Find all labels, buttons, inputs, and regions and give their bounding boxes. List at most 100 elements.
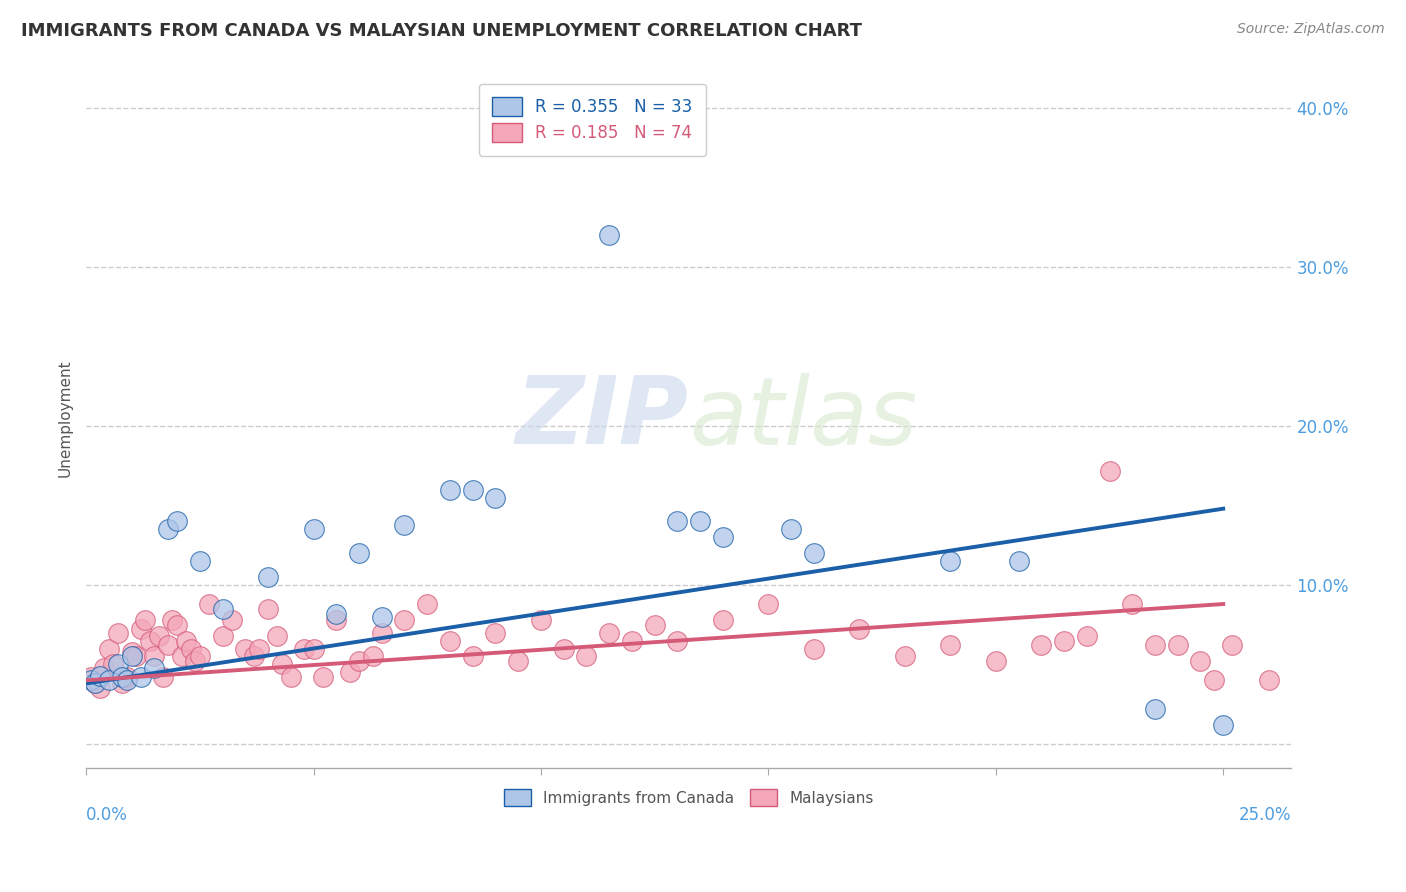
Text: 25.0%: 25.0% — [1239, 806, 1292, 824]
Point — [325, 613, 347, 627]
Point — [156, 522, 179, 536]
Point — [711, 530, 734, 544]
Point — [270, 657, 292, 672]
Point — [848, 623, 870, 637]
Point — [780, 522, 803, 536]
Point — [461, 649, 484, 664]
Point — [620, 633, 643, 648]
Point — [188, 554, 211, 568]
Point — [89, 668, 111, 682]
Point — [439, 483, 461, 497]
Point — [156, 638, 179, 652]
Point — [121, 645, 143, 659]
Point — [484, 625, 506, 640]
Point — [166, 617, 188, 632]
Point — [89, 681, 111, 696]
Point — [294, 641, 316, 656]
Point — [1257, 673, 1279, 688]
Point — [188, 649, 211, 664]
Point — [553, 641, 575, 656]
Point — [803, 641, 825, 656]
Point — [598, 625, 620, 640]
Point — [257, 570, 280, 584]
Text: atlas: atlas — [689, 373, 917, 464]
Point — [84, 676, 107, 690]
Point — [221, 613, 243, 627]
Point — [1053, 633, 1076, 648]
Point — [174, 633, 197, 648]
Point — [666, 515, 689, 529]
Point — [134, 613, 156, 627]
Point — [257, 602, 280, 616]
Point — [93, 660, 115, 674]
Point — [121, 649, 143, 664]
Text: Source: ZipAtlas.com: Source: ZipAtlas.com — [1237, 22, 1385, 37]
Point — [170, 649, 193, 664]
Point — [939, 638, 962, 652]
Point — [148, 629, 170, 643]
Point — [97, 673, 120, 688]
Point — [79, 670, 101, 684]
Point — [711, 613, 734, 627]
Point — [575, 649, 598, 664]
Point — [1212, 718, 1234, 732]
Point — [939, 554, 962, 568]
Point — [347, 546, 370, 560]
Point — [461, 483, 484, 497]
Point — [302, 641, 325, 656]
Point — [184, 654, 207, 668]
Point — [111, 670, 134, 684]
Point — [1098, 464, 1121, 478]
Point — [280, 670, 302, 684]
Point — [484, 491, 506, 505]
Point — [666, 633, 689, 648]
Point — [129, 670, 152, 684]
Point — [894, 649, 917, 664]
Point — [115, 670, 138, 684]
Point — [84, 676, 107, 690]
Point — [115, 673, 138, 688]
Point — [1076, 629, 1098, 643]
Y-axis label: Unemployment: Unemployment — [58, 359, 72, 477]
Point — [166, 515, 188, 529]
Point — [1121, 597, 1143, 611]
Point — [143, 660, 166, 674]
Point — [803, 546, 825, 560]
Point — [339, 665, 361, 680]
Point — [347, 654, 370, 668]
Text: 0.0%: 0.0% — [86, 806, 128, 824]
Point — [1220, 638, 1243, 652]
Legend: Immigrants from Canada, Malaysians: Immigrants from Canada, Malaysians — [498, 782, 880, 813]
Point — [162, 613, 184, 627]
Point — [984, 654, 1007, 668]
Point — [508, 654, 530, 668]
Point — [689, 515, 711, 529]
Point — [1204, 673, 1226, 688]
Text: IMMIGRANTS FROM CANADA VS MALAYSIAN UNEMPLOYMENT CORRELATION CHART: IMMIGRANTS FROM CANADA VS MALAYSIAN UNEM… — [21, 22, 862, 40]
Point — [198, 597, 221, 611]
Point — [129, 623, 152, 637]
Point — [302, 522, 325, 536]
Point — [439, 633, 461, 648]
Point — [1007, 554, 1029, 568]
Point — [1143, 702, 1166, 716]
Point — [644, 617, 666, 632]
Point — [416, 597, 439, 611]
Point — [107, 657, 129, 672]
Text: ZIP: ZIP — [516, 372, 689, 464]
Point — [371, 609, 394, 624]
Point — [371, 625, 394, 640]
Point — [530, 613, 553, 627]
Point — [180, 641, 202, 656]
Point — [311, 670, 333, 684]
Point — [266, 629, 288, 643]
Point — [756, 597, 779, 611]
Point — [1031, 638, 1053, 652]
Point — [325, 607, 347, 621]
Point — [125, 649, 148, 664]
Point — [107, 625, 129, 640]
Point — [394, 517, 416, 532]
Point — [247, 641, 270, 656]
Point — [143, 649, 166, 664]
Point — [97, 641, 120, 656]
